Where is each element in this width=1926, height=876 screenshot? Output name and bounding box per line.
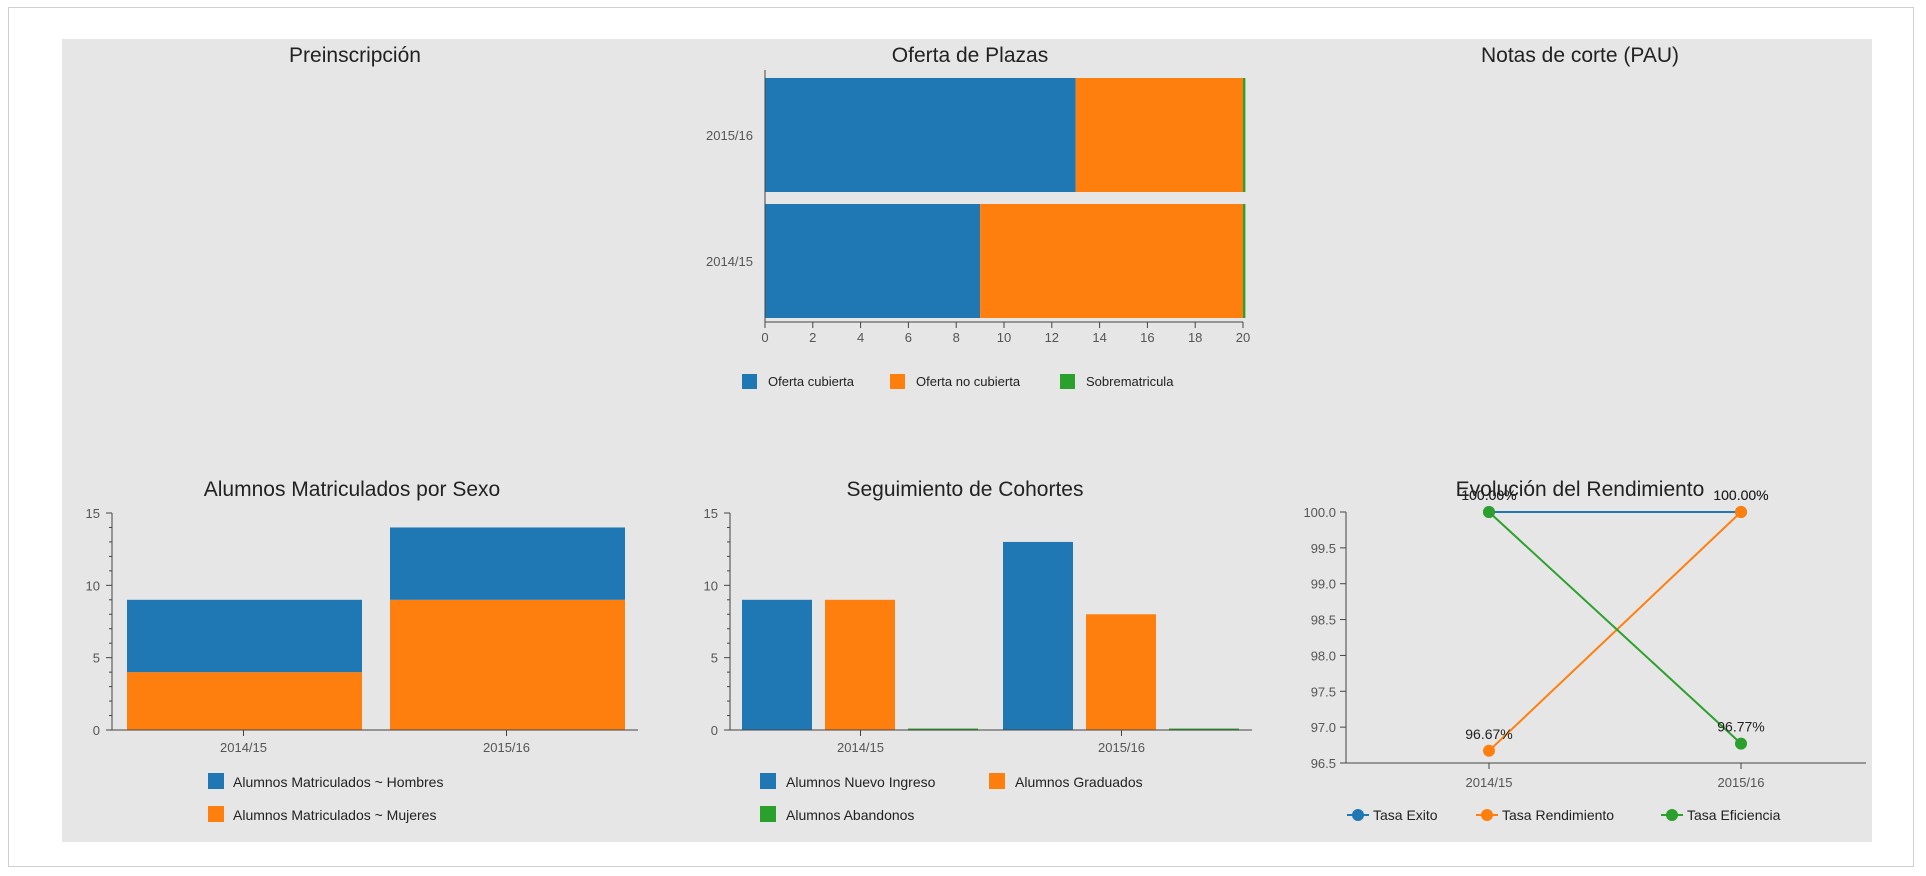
y-tick-label: 99.5 (1311, 541, 1336, 556)
legend-label-sobrematricula: Sobrematricula (1086, 374, 1174, 389)
x-tick-label: 12 (1045, 330, 1059, 345)
data-label-tasa-exito-2014-15: 100.00% (1461, 487, 1516, 503)
bar-alumnos-matriculados-mujeres-2015-16 (390, 599, 625, 730)
x-tick-label: 0 (761, 330, 768, 345)
legend-swatch-alumnos-nuevo-ingreso (760, 773, 776, 789)
legend-label-alumnos-graduados: Alumnos Graduados (1015, 774, 1143, 790)
point-tasa-eficiencia-2015-16 (1735, 737, 1747, 750)
bar-alumnos-nuevo-ingreso-2014-15 (742, 599, 812, 730)
oferta-chart-title: Oferta de Plazas (891, 44, 1049, 67)
x-tick-label: 16 (1140, 330, 1154, 345)
point-tasa-eficiencia-2014-15 (1483, 506, 1495, 518)
line-tasa-rendimiento (1488, 511, 1742, 752)
legend-label-alumnos-matriculados-hombres: Alumnos Matriculados ~ Hombres (233, 774, 443, 790)
legend-swatch-sobrematricula (1060, 374, 1075, 389)
line-tasa-eficiencia (1488, 511, 1742, 745)
data-label-tasa-eficiencia-2015-16: 96.77% (1717, 719, 1764, 735)
legend-label-tasa-eficiencia: Tasa Eficiencia (1687, 807, 1781, 823)
legend-swatch-oferta-no-cubierta (890, 374, 905, 389)
point-tasa-rendimiento-2015-16 (1735, 506, 1747, 518)
bar-alumnos-matriculados-mujeres-2014-15 (127, 672, 362, 730)
legend-swatch-alumnos-matriculados-hombres (208, 773, 224, 789)
y-tick-label: 10 (704, 578, 718, 593)
bar-alumnos-matriculados-hombres-2014-15 (127, 599, 362, 673)
preinscripcion-title: Preinscripción (289, 44, 421, 67)
y-tick-label: 0 (93, 723, 100, 738)
y-tick-label: 2014/15 (706, 254, 753, 269)
x-tick-label: 18 (1188, 330, 1202, 345)
legend-swatch-oferta-cubierta (742, 374, 757, 389)
x-tick-label: 20 (1236, 330, 1250, 345)
bar-alumnos-nuevo-ingreso-2015-16 (1003, 541, 1073, 730)
legend-label-alumnos-nuevo-ingreso: Alumnos Nuevo Ingreso (786, 774, 936, 790)
x-tick-label: 4 (857, 330, 864, 345)
bar-alumnos-matriculados-hombres-2015-16 (390, 527, 625, 600)
x-tick-label: 6 (905, 330, 912, 345)
y-tick-label: 15 (704, 506, 718, 521)
y-tick-label: 98.0 (1311, 648, 1336, 663)
y-tick-label: 10 (86, 578, 100, 593)
y-tick-label: 15 (86, 506, 100, 521)
x-tick-label: 14 (1092, 330, 1106, 345)
y-tick-label: 100.0 (1303, 505, 1336, 520)
x-tick-label: 2014/15 (1466, 775, 1513, 790)
legend-label-tasa-rendimiento: Tasa Rendimiento (1502, 807, 1614, 823)
x-tick-label: 2015/16 (1718, 775, 1765, 790)
y-tick-label: 5 (93, 651, 100, 666)
sexo-chart-title: Alumnos Matriculados por Sexo (203, 478, 501, 501)
legend-swatch-alumnos-abandonos (760, 806, 776, 822)
bar-alumnos-graduados-2014-15 (825, 599, 895, 730)
legend-marker-tasa-eficiencia (1666, 809, 1678, 821)
notas-corte-title: Notas de corte (PAU) (1480, 44, 1679, 67)
x-tick-label: 2014/15 (837, 740, 884, 755)
x-tick-label: 2014/15 (220, 740, 267, 755)
y-tick-label: 97.5 (1311, 684, 1336, 699)
bar-oferta-cubierta-2014-15 (765, 204, 981, 318)
data-label-tasa-rendimiento-2015-16: 100.00% (1713, 487, 1768, 503)
x-tick-label: 8 (953, 330, 960, 345)
legend-label-oferta-no-cubierta: Oferta no cubierta (916, 374, 1021, 389)
data-label-tasa-exito-2015-16: 100.00% (1713, 487, 1768, 503)
legend-swatch-alumnos-matriculados-mujeres (208, 806, 224, 822)
bar-oferta-no-cubierta-2015-16 (1075, 78, 1243, 192)
x-tick-label: 10 (997, 330, 1011, 345)
y-tick-label: 2015/16 (706, 128, 753, 143)
data-label-tasa-rendimiento-2014-15: 96.67% (1465, 726, 1512, 742)
rendimiento-chart-title: Evolución del Rendimiento (1455, 478, 1705, 501)
y-tick-label: 96.5 (1311, 756, 1336, 771)
y-tick-label: 5 (711, 651, 718, 666)
legend-swatch-alumnos-graduados (989, 773, 1005, 789)
bar-alumnos-graduados-2015-16 (1086, 614, 1156, 730)
legend-label-alumnos-abandonos: Alumnos Abandonos (786, 807, 914, 823)
legend-marker-tasa-rendimiento (1481, 809, 1493, 821)
bar-oferta-no-cubierta-2014-15 (980, 204, 1243, 318)
y-tick-label: 97.0 (1311, 720, 1336, 735)
legend-label-alumnos-matriculados-mujeres: Alumnos Matriculados ~ Mujeres (233, 807, 436, 823)
y-tick-label: 0 (711, 723, 718, 738)
bar-oferta-cubierta-2015-16 (765, 78, 1076, 192)
x-tick-label: 2015/16 (483, 740, 530, 755)
cohortes-chart-title: Seguimiento de Cohortes (846, 478, 1084, 501)
data-label-tasa-eficiencia-2014-15: 100.00% (1461, 487, 1516, 503)
legend-label-tasa-exito: Tasa Exito (1373, 807, 1438, 823)
bar-sobrematricula-2015-16 (1243, 78, 1246, 192)
x-tick-label: 2 (809, 330, 816, 345)
x-tick-label: 2015/16 (1098, 740, 1145, 755)
legend-marker-tasa-exito (1352, 809, 1364, 821)
y-tick-label: 99.0 (1311, 577, 1336, 592)
bar-sobrematricula-2014-15 (1243, 204, 1246, 318)
point-tasa-rendimiento-2014-15 (1483, 744, 1495, 757)
y-tick-label: 98.5 (1311, 613, 1336, 628)
legend-label-oferta-cubierta: Oferta cubierta (768, 374, 855, 389)
